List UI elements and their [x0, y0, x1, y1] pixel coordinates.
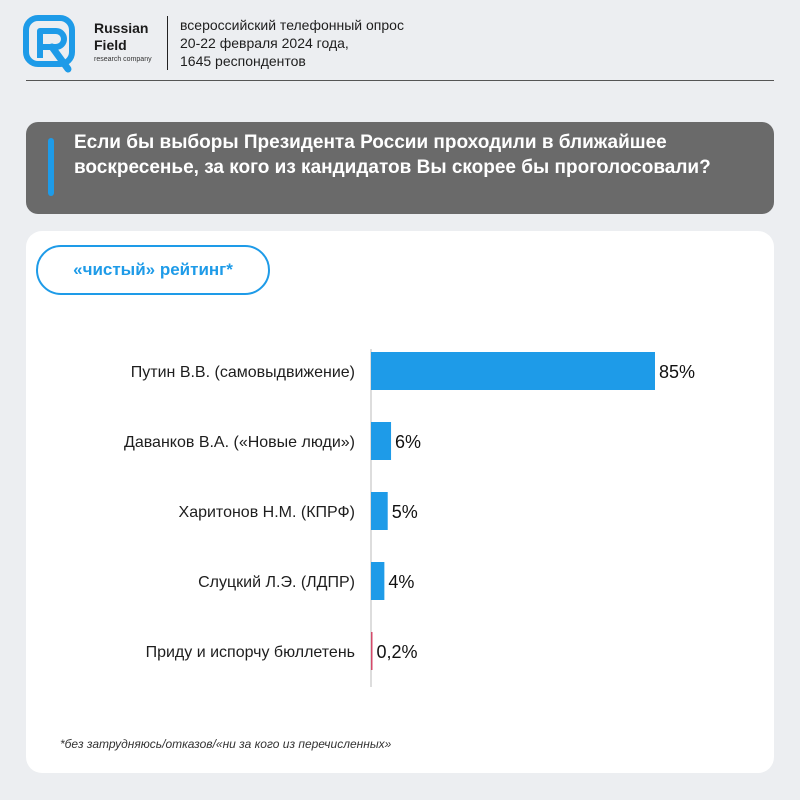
header-divider [167, 16, 168, 70]
survey-info: всероссийский телефонный опрос 20-22 фев… [180, 16, 404, 70]
category-label: Приду и испорчу бюллетень [146, 644, 355, 661]
category-label: Путин В.В. (самовыдвижение) [131, 364, 355, 381]
question-text: Если бы выборы Президента России проходи… [74, 132, 711, 178]
rating-type-badge: «чистый» рейтинг* [36, 245, 270, 295]
results-card: «чистый» рейтинг* Путин В.В. (самовыдвиж… [26, 231, 774, 773]
category-label: Даванков В.А. («Новые люди») [124, 434, 355, 451]
header-separator [26, 80, 774, 81]
category-label: Слуцкий Л.Э. (ЛДПР) [198, 574, 355, 591]
bar [371, 562, 385, 600]
question-accent-bar [48, 138, 54, 196]
header: Russian Field research company всероссий… [0, 0, 800, 80]
brand-name: Russian Field research company [94, 20, 152, 66]
bar-chart: Путин В.В. (самовыдвижение) 85% Даванков В… [124, 349, 695, 687]
value-label: 4% [388, 572, 414, 592]
russian-field-logo-icon [23, 15, 75, 73]
category-label: Харитонов Н.М. (КПРФ) [179, 504, 355, 521]
value-label: 0,2% [377, 642, 418, 662]
value-label: 5% [392, 502, 418, 522]
brand-line-2: Field [94, 37, 127, 53]
bar [371, 632, 373, 670]
bar [371, 352, 655, 390]
brand-subtitle: research company [94, 56, 152, 63]
survey-info-line-2: 20-22 февраля 2024 года, [180, 35, 349, 51]
bar [371, 492, 388, 530]
value-label: 6% [395, 432, 421, 452]
survey-info-line-1: всероссийский телефонный опрос [180, 17, 404, 33]
value-label: 85% [659, 362, 695, 382]
survey-info-line-3: 1645 респондентов [180, 53, 306, 69]
bar [371, 422, 392, 460]
brand-line-1: Russian [94, 20, 149, 36]
footnote: *без затрудняюсь/отказов/«ни за кого из … [60, 737, 392, 751]
question-banner: Если бы выборы Президента России проходи… [26, 122, 774, 214]
